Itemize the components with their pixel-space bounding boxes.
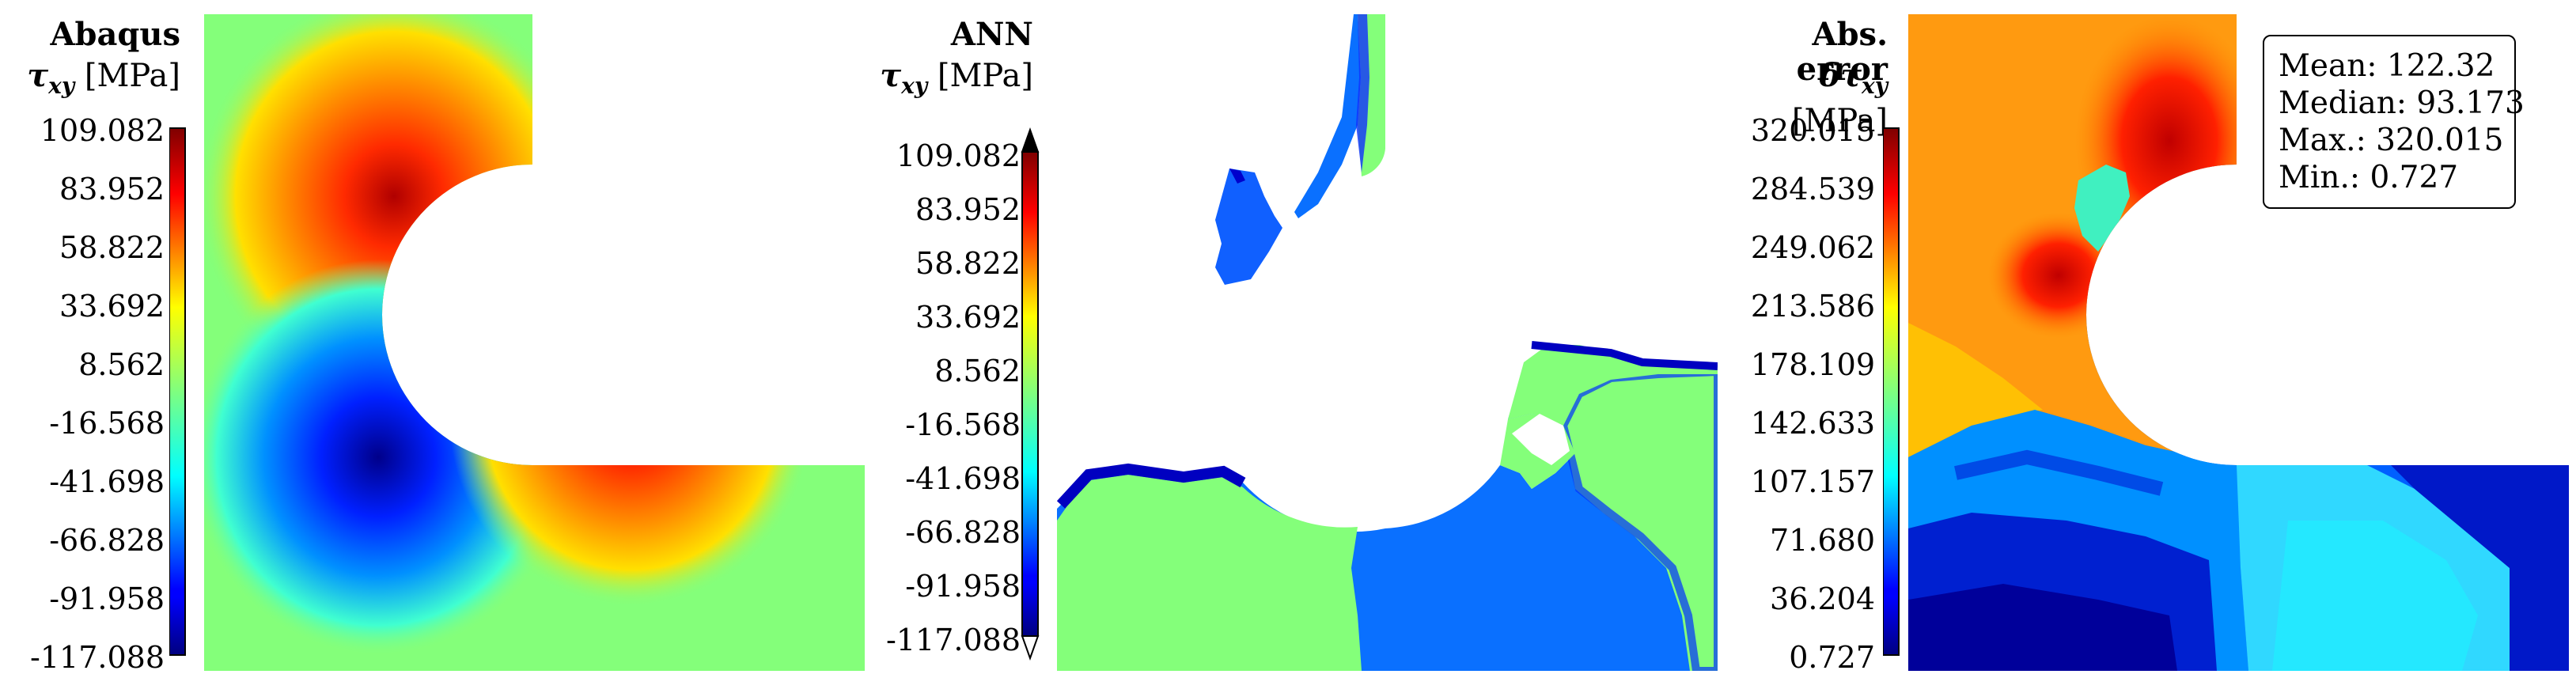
colorbar-tick: 36.204 <box>1770 581 1875 616</box>
colorbar-tick: -41.698 <box>905 461 1021 496</box>
colorbar-tick: 320.015 <box>1750 113 1875 148</box>
colorbar-symbol: τxy <box>27 57 75 100</box>
colorbar-tick: -91.958 <box>49 581 165 616</box>
colorbar-tick: 8.562 <box>934 354 1021 388</box>
colorbar-tick: -16.568 <box>49 406 165 441</box>
colorbar-tick: 83.952 <box>915 192 1021 227</box>
colorbar-tick: 249.062 <box>1750 230 1875 265</box>
colorbar-tick: 58.822 <box>915 246 1021 281</box>
panel-abaqus: Abaqus τxy [MPa] 109.082 83.952 58.822 3… <box>0 0 865 693</box>
colorbar-tick: -66.828 <box>905 515 1021 550</box>
colorbar-tick: -66.828 <box>49 523 165 558</box>
colorbar-tick: 33.692 <box>915 300 1021 335</box>
colorbar-tick: 0.727 <box>1789 640 1875 675</box>
colorbar-tick: -16.568 <box>905 407 1021 442</box>
colorbar-tick: -117.088 <box>30 640 165 675</box>
colorbar-tick: 58.822 <box>59 230 165 265</box>
stress-field <box>204 14 865 671</box>
stat-max: Max.: 320.015 <box>2279 123 2504 158</box>
panel-title: Abaqus <box>50 16 181 53</box>
colorbar-tick: 109.082 <box>896 138 1021 173</box>
stat-median: Median: 93.173 <box>2279 85 2525 121</box>
colorbar-unit: [MPa] <box>1791 103 1888 139</box>
stat-mean: Mean: 122.32 <box>2279 48 2495 84</box>
panel-abs-error: Abs. error δτxy [MPa] 320.015 284.539 24… <box>1717 0 2576 693</box>
colorbar-label: δτxy [MPa] <box>1717 57 1888 139</box>
colorbar <box>1021 127 1040 661</box>
colorbar-tick: 83.952 <box>59 172 165 206</box>
colorbar-tick: -41.698 <box>49 464 165 499</box>
colorbar-tick: 8.562 <box>78 347 165 382</box>
colorbar-tick: -91.958 <box>905 569 1021 604</box>
colorbar-tick: 107.157 <box>1750 464 1875 499</box>
colorbar-unit: [MPa] <box>84 58 180 94</box>
colorbar-symbol: τxy <box>880 57 928 100</box>
panel-title: ANN <box>950 16 1033 53</box>
statistics-box: Mean: 122.32 Median: 93.173 Max.: 320.01… <box>2263 35 2525 209</box>
colorbar <box>169 127 186 656</box>
panel-ann: ANN τxy [MPa] 109.082 83.952 58.822 33.6… <box>862 0 1718 693</box>
colorbar <box>1883 127 1900 656</box>
colorbar-tick: 33.692 <box>59 289 165 324</box>
colorbar-symbol: δτxy <box>1819 57 1888 100</box>
colorbar-unit: [MPa] <box>937 58 1033 94</box>
colorbar-tick: 213.586 <box>1750 289 1875 324</box>
colorbar-tick: 284.539 <box>1750 172 1875 206</box>
colorbar-tick: 71.680 <box>1770 523 1875 558</box>
colorbar-tick: 178.109 <box>1750 347 1875 382</box>
panel-title: Abs. error <box>1796 16 1888 88</box>
colorbar-label: τxy [MPa] <box>862 59 1033 104</box>
stat-min: Min.: 0.727 <box>2279 160 2459 195</box>
colorbar-tick: -117.088 <box>886 623 1021 657</box>
colorbar-label: τxy [MPa] <box>0 59 180 104</box>
colorbar-tick: 142.633 <box>1750 406 1875 441</box>
colorbar-tick: 109.082 <box>40 113 165 148</box>
stress-field <box>1057 14 1718 671</box>
